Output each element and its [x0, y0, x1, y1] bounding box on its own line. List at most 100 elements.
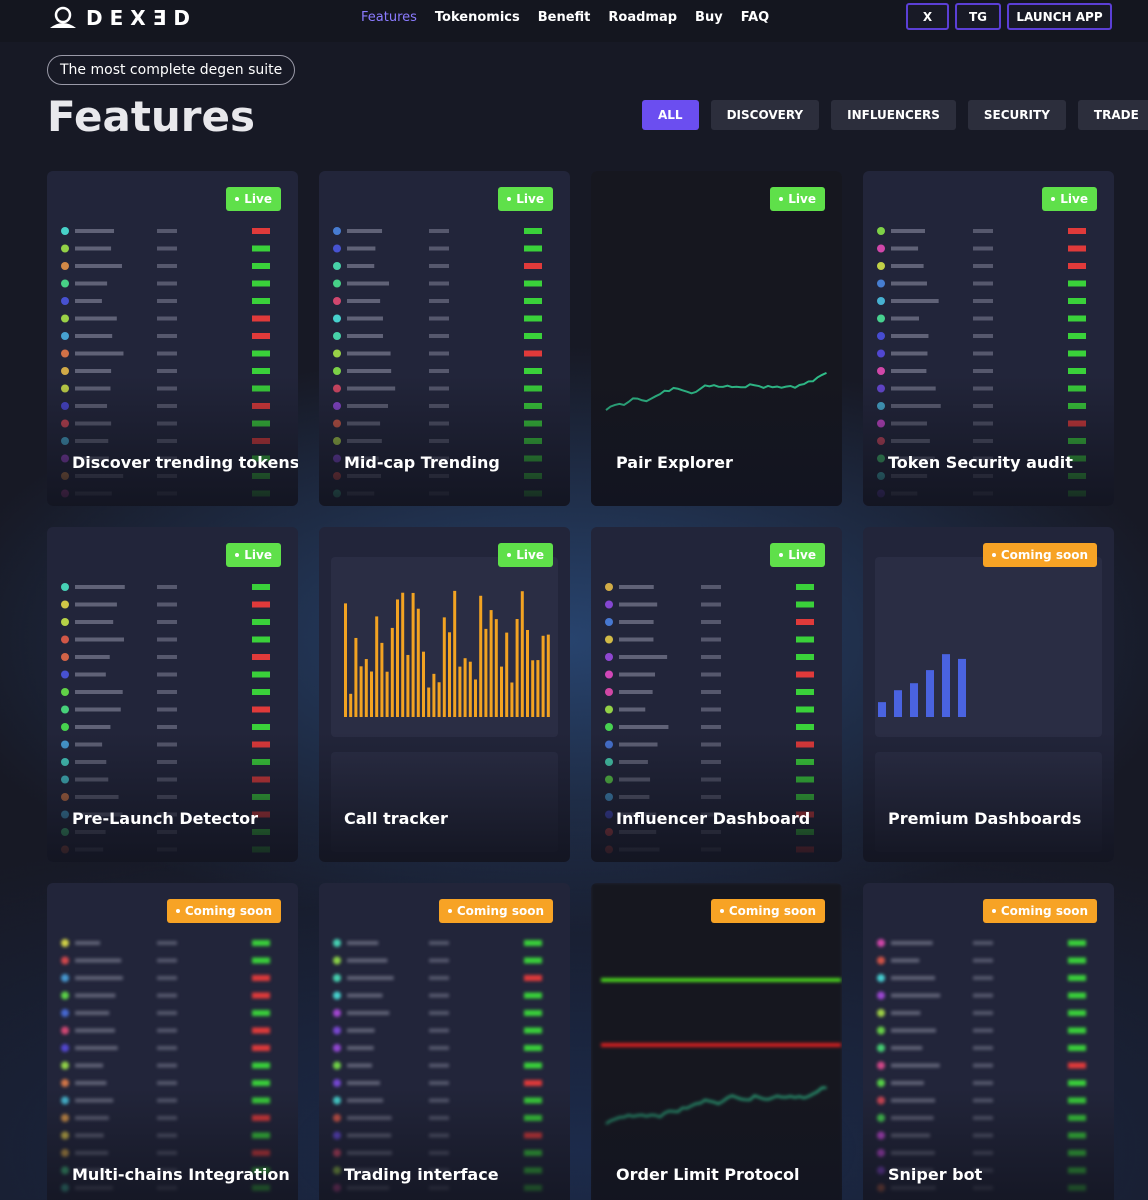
badge-text: Live: [788, 192, 816, 206]
row-text: [619, 585, 654, 589]
filter-button[interactable]: TRADE: [1077, 100, 1148, 130]
status-badge: Live: [498, 187, 553, 211]
row-icon: [61, 1026, 69, 1035]
feature-card[interactable]: Live Pre-Launch Detector: [47, 527, 298, 862]
row-text: [75, 672, 106, 677]
status-badge: Live: [226, 187, 281, 211]
feature-card[interactable]: Coming soon Order Limit Protocol: [591, 883, 842, 1200]
nav-button[interactable]: TG: [955, 3, 1001, 30]
feature-card[interactable]: Live Influencer Dashboard: [591, 527, 842, 862]
row-text: [75, 1046, 118, 1050]
row-text: [701, 620, 721, 624]
row-icon: [605, 583, 613, 591]
row-text: [347, 1063, 373, 1068]
row-text: [619, 620, 654, 624]
row-text: [429, 369, 449, 373]
bar: [894, 690, 902, 717]
feature-card[interactable]: Live Call tracker: [319, 527, 570, 862]
row-text: [75, 1028, 115, 1033]
bar: [401, 592, 405, 717]
nav-bar: DEXƎD Features Tokenomics Benefit Roadmap Bu…: [0, 0, 1148, 42]
filter-button[interactable]: SECURITY: [967, 100, 1066, 130]
row-pill: [796, 601, 814, 608]
bar: [520, 591, 524, 717]
row-pill: [524, 992, 542, 999]
row-icon: [333, 1061, 341, 1070]
logo[interactable]: DEXƎD: [48, 6, 197, 30]
bar: [541, 635, 545, 717]
card-fade: [319, 376, 570, 506]
row-icon: [333, 1079, 341, 1087]
row-icon: [61, 635, 69, 644]
feature-card[interactable]: Live Discover trending tokens: [47, 171, 298, 506]
row-pill: [524, 940, 542, 946]
row-icon: [333, 1009, 341, 1017]
badge-dot: [991, 553, 996, 557]
row-text: [157, 993, 177, 998]
row-icon: [333, 1026, 341, 1035]
card-fade: [47, 732, 298, 862]
row-text: [157, 369, 177, 373]
bar: [484, 628, 488, 717]
bar: [546, 634, 550, 717]
row-pill: [252, 1045, 270, 1051]
logo-text: DEXƎD: [86, 6, 197, 30]
nav-link[interactable]: Features: [361, 10, 417, 25]
row-text: [973, 246, 993, 251]
row-pill: [1068, 333, 1086, 339]
row-pill: [252, 368, 270, 374]
feature-card[interactable]: Live Token Security audit: [863, 171, 1114, 506]
limit-line: [601, 1043, 841, 1047]
row-pill: [796, 706, 814, 713]
nav-link[interactable]: Roadmap: [608, 10, 678, 25]
row-text: [891, 1028, 936, 1033]
feature-card[interactable]: Coming soon Multi-chains Integration: [47, 883, 298, 1200]
feature-card[interactable]: Coming soon Trading interface: [319, 883, 570, 1200]
row-icon: [877, 227, 885, 235]
row-text: [347, 958, 388, 963]
nav-link[interactable]: Tokenomics: [434, 10, 520, 25]
row-text: [429, 1011, 449, 1015]
badge-text: Coming soon: [184, 904, 272, 918]
nav-button[interactable]: X: [906, 3, 949, 30]
row-pill: [524, 350, 542, 357]
card-fade: [863, 1088, 1114, 1200]
row-icon: [333, 956, 341, 965]
feature-card[interactable]: Coming soon Sniper bot: [863, 883, 1114, 1200]
row-pill: [252, 1062, 270, 1069]
bar: [448, 632, 451, 717]
nav-link[interactable]: Buy: [695, 10, 723, 25]
row-pill: [524, 228, 542, 234]
row-pill: [524, 263, 542, 269]
row-pill: [1068, 940, 1086, 946]
row-icon: [61, 1079, 69, 1087]
row-icon: [877, 1026, 885, 1035]
nav-button[interactable]: LAUNCH APP: [1007, 3, 1112, 30]
row-icon: [605, 705, 613, 714]
row-icon: [61, 688, 69, 696]
nav-link[interactable]: Benefit: [537, 10, 591, 25]
nav-link[interactable]: FAQ: [740, 10, 770, 25]
status-badge: Coming soon: [710, 899, 825, 923]
feature-card[interactable]: Coming soon Premium Dashboards: [863, 527, 1114, 862]
row-pill: [252, 1010, 270, 1016]
row-icon: [877, 262, 885, 270]
filter-button[interactable]: INFLUENCERS: [831, 100, 956, 130]
row-text: [429, 993, 449, 998]
filter-button[interactable]: DISCOVERY: [710, 100, 820, 130]
nav-links: Features Tokenomics Benefit Roadmap Buy FAQ: [361, 10, 769, 25]
row-icon: [333, 297, 341, 305]
feature-card[interactable]: Live Mid-cap Trending: [319, 171, 570, 506]
feature-card[interactable]: Live Pair Explorer: [591, 171, 842, 506]
bar: [500, 666, 503, 717]
row-text: [619, 637, 654, 642]
row-icon: [877, 1044, 885, 1052]
row-text: [891, 281, 927, 286]
row-text: [157, 299, 177, 303]
row-text: [347, 334, 383, 338]
filter-button[interactable]: ALL: [642, 100, 699, 130]
row-icon: [61, 991, 69, 1000]
section-title: Features: [47, 92, 255, 141]
status-badge: Coming soon: [166, 899, 281, 923]
row-text: [619, 655, 668, 659]
